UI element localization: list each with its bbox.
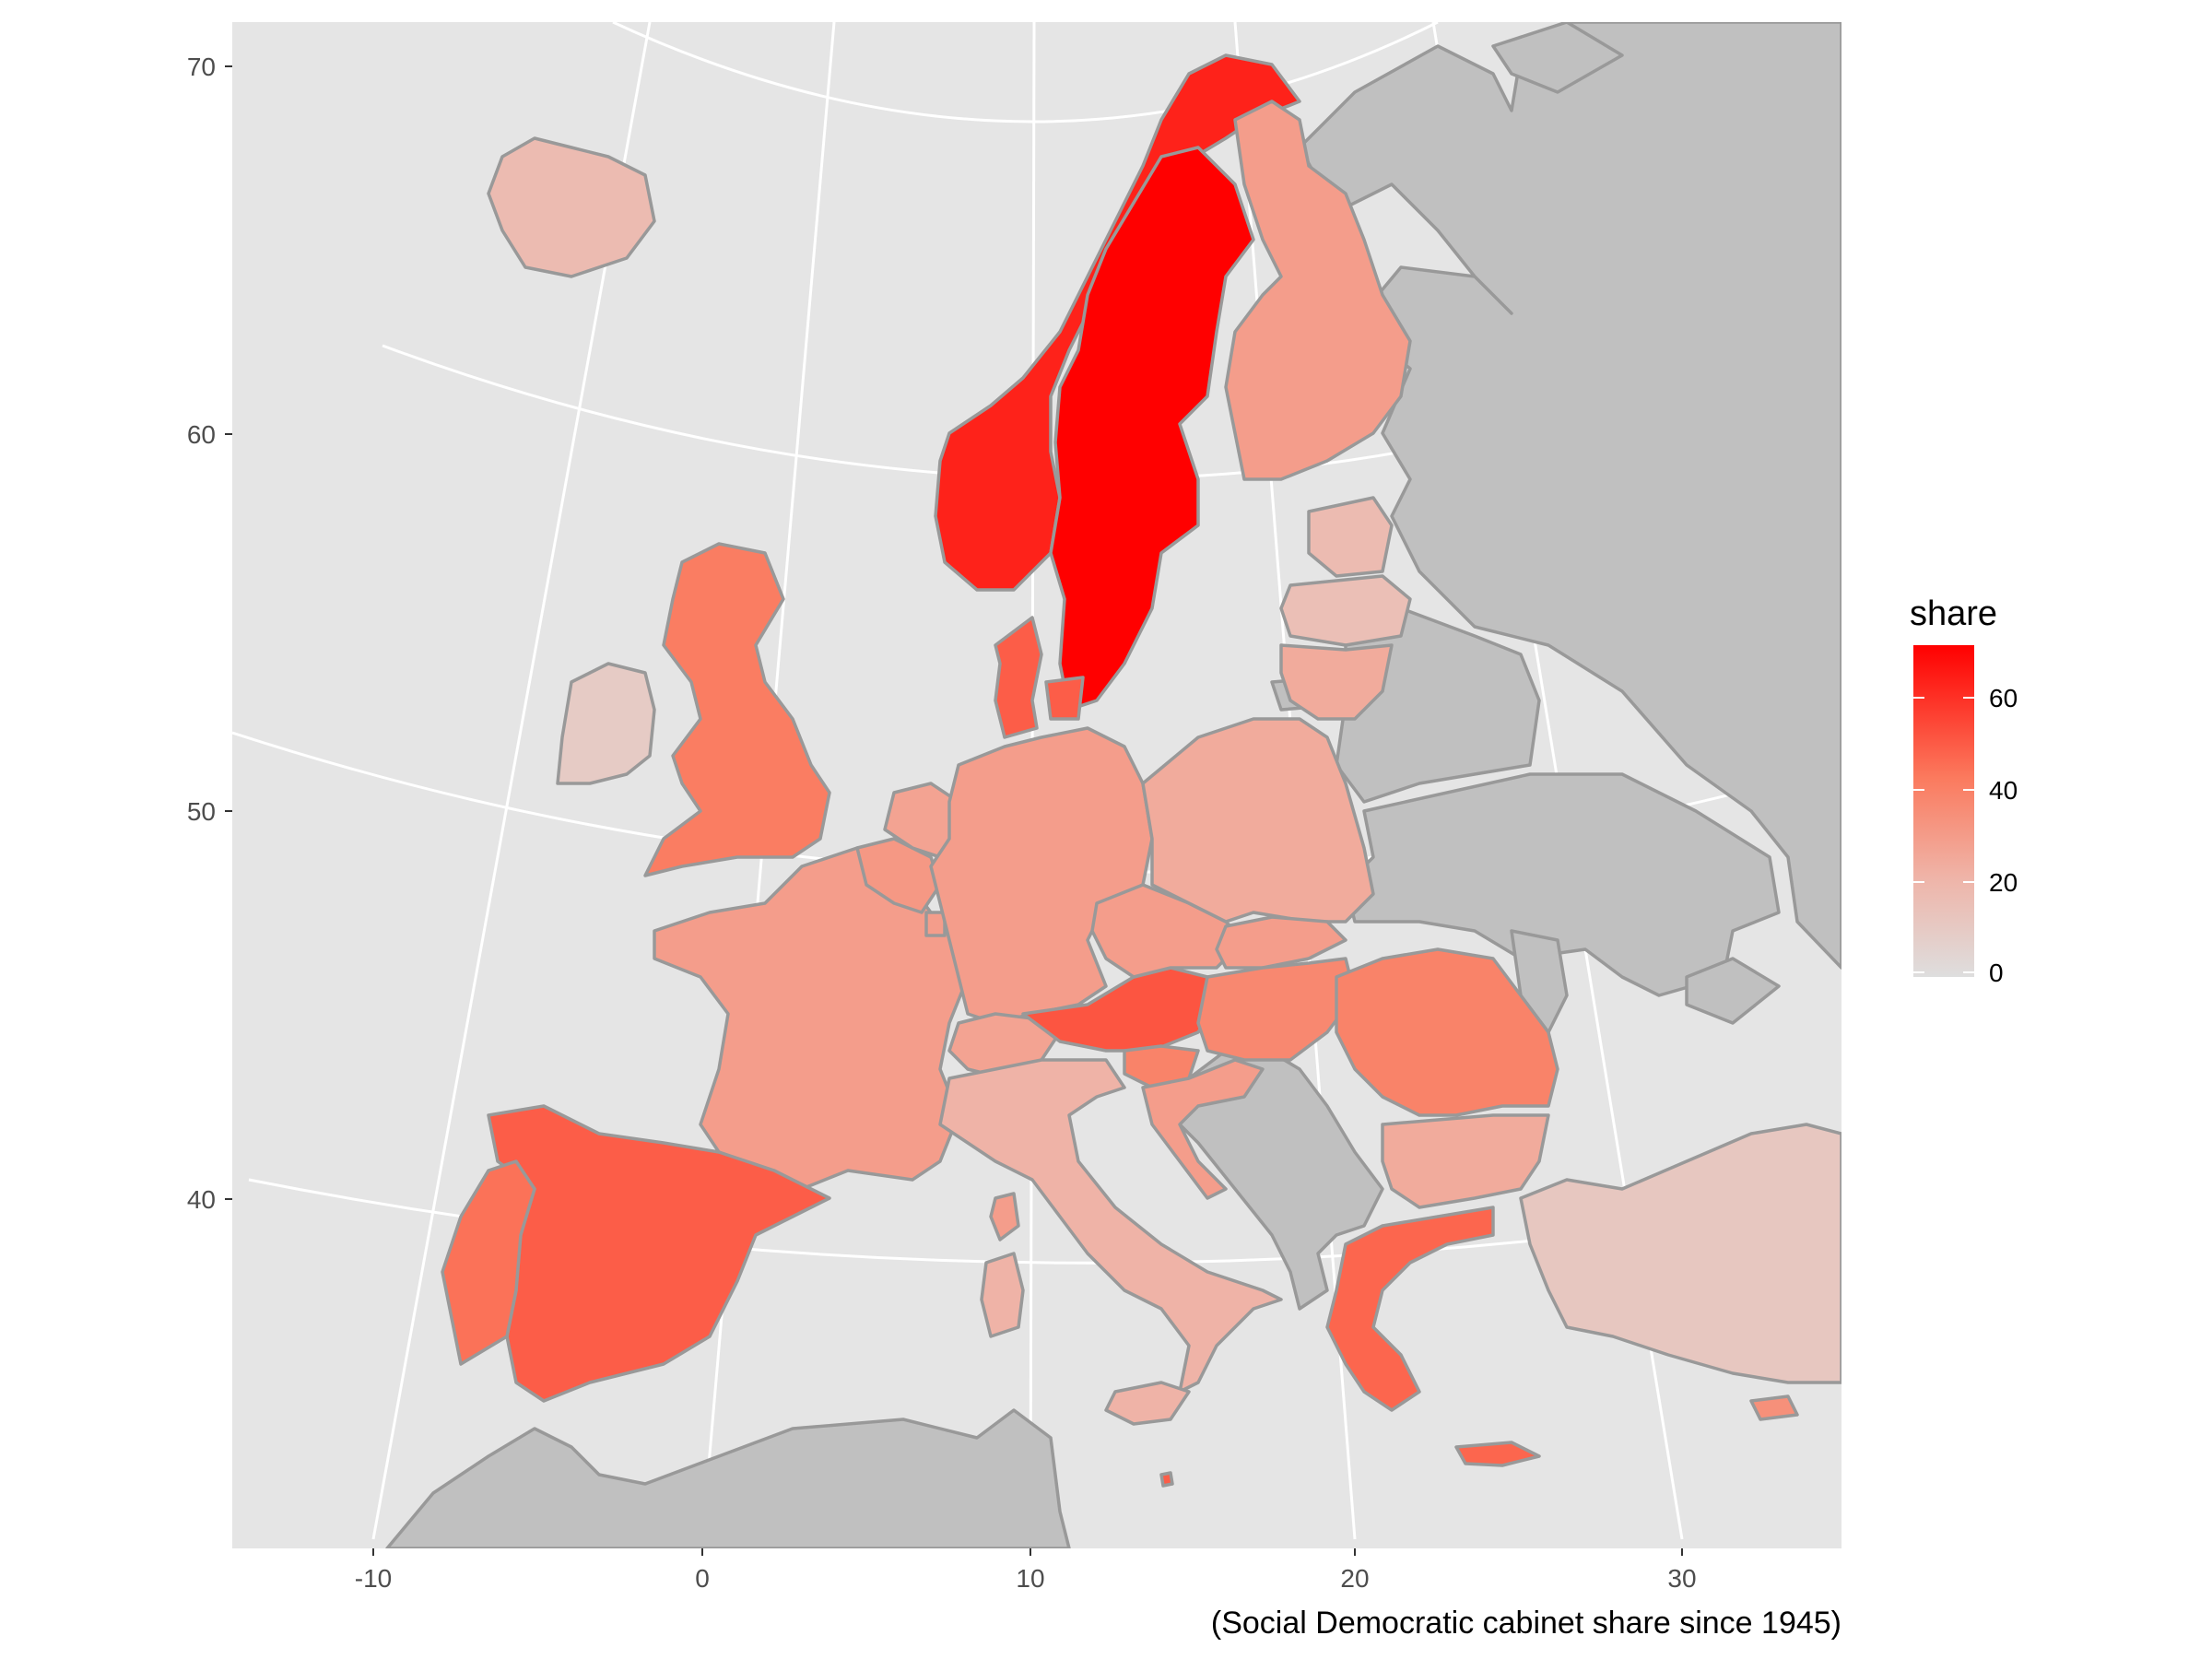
legend-label-0: 0: [1989, 959, 2004, 987]
x-axis: -10 0 10 20 30: [355, 1548, 1697, 1593]
country-lithuania: [1279, 643, 1394, 721]
country-bulgaria: [1381, 1113, 1550, 1209]
map-caption: (Social Democratic cabinet share since 1…: [1211, 1606, 1841, 1641]
x-tick-label-0: 0: [695, 1564, 710, 1593]
kola-coast: [1491, 22, 1624, 94]
country-latvia: [1279, 574, 1412, 647]
country-luxembourg: [924, 911, 947, 937]
legend-label-20: 20: [1989, 868, 2018, 897]
country-portugal: [441, 1159, 536, 1366]
country-denmark-islands: [1044, 676, 1085, 721]
x-tick-label-20: 20: [1340, 1564, 1369, 1593]
country-croatia: [1141, 1058, 1265, 1200]
crimea: [1685, 957, 1781, 1025]
legend-colorbar: [1913, 645, 1974, 977]
x-tick-label-10: 10: [1016, 1564, 1044, 1593]
north-africa: [385, 1408, 1071, 1548]
country-poland: [1141, 717, 1375, 924]
x-tick-label-30: 30: [1667, 1564, 1696, 1593]
moldova: [1510, 929, 1569, 1034]
y-tick-label-40: 40: [187, 1185, 216, 1214]
country-denmark: [994, 616, 1043, 739]
legend-title: share: [1910, 594, 1997, 633]
country-greece-crete: [1454, 1441, 1541, 1467]
legend-label-40: 40: [1989, 776, 2018, 805]
country-malta: [1159, 1471, 1174, 1488]
country-slovakia: [1215, 915, 1347, 970]
country-italy-sardinia: [980, 1252, 1025, 1338]
legend-ticks: [1913, 697, 1974, 973]
country-romania: [1335, 947, 1559, 1117]
country-cyprus: [1749, 1394, 1799, 1421]
x-tick-label-m10: -10: [355, 1564, 392, 1593]
country-turkey: [1519, 1123, 1841, 1384]
country-united-kingdom: [643, 542, 831, 877]
country-finland: [1224, 100, 1412, 481]
country-ireland: [556, 662, 656, 785]
y-tick-label-70: 70: [187, 53, 216, 81]
country-italy: [938, 1058, 1283, 1394]
country-france: [653, 846, 979, 1191]
data-countries: [441, 53, 1841, 1488]
legend-label-60: 60: [1989, 684, 2018, 712]
country-hungary: [1196, 957, 1357, 1062]
country-france-corsica: [989, 1192, 1020, 1241]
western-balkans: [1169, 1040, 1384, 1311]
country-sweden: [1049, 146, 1255, 712]
country-italy-sicily: [1104, 1381, 1191, 1426]
y-tick-label-60: 60: [187, 420, 216, 449]
legend: share 60 40 20 0: [1910, 594, 2018, 987]
country-belgium: [855, 837, 942, 914]
country-estonia: [1307, 496, 1394, 578]
y-tick-label-50: 50: [187, 797, 216, 826]
non-data-land: [385, 22, 1841, 1548]
country-iceland: [487, 136, 656, 278]
y-axis: 70 60 50 40: [187, 53, 232, 1214]
country-greece: [1325, 1206, 1495, 1412]
country-germany: [929, 726, 1154, 1025]
